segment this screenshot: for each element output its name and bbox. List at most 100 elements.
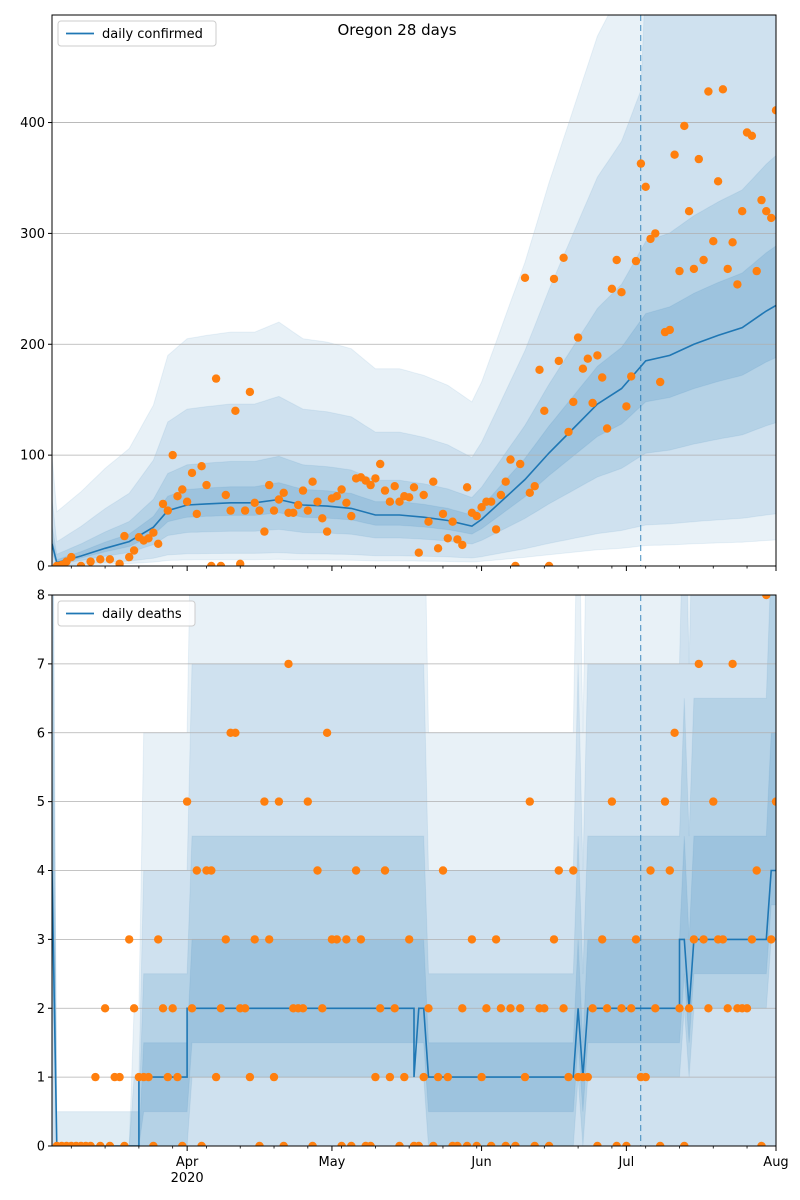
data-point: [438, 866, 448, 875]
data-point: [303, 797, 312, 806]
data-point: [443, 1072, 452, 1082]
y-tick-label: 6: [37, 726, 45, 741]
data-point: [371, 1072, 380, 1082]
data-point: [414, 548, 423, 557]
x-tick-label: May: [319, 1155, 346, 1170]
data-point: [115, 1072, 124, 1082]
data-point: [197, 462, 206, 471]
data-point: [670, 728, 679, 737]
data-point: [178, 1141, 187, 1146]
data-point: [665, 325, 674, 335]
data-point: [689, 935, 699, 944]
y-tick-label: 2: [37, 1002, 45, 1017]
data-point: [530, 1141, 539, 1146]
data-point: [767, 935, 776, 944]
data-point: [569, 866, 578, 875]
data-point: [125, 552, 134, 562]
data-point: [376, 1004, 385, 1013]
data-point: [376, 459, 385, 469]
data-point: [549, 935, 559, 944]
data-point: [216, 561, 226, 566]
data-point: [269, 1072, 279, 1082]
data-point: [303, 506, 312, 515]
data-point: [163, 506, 172, 515]
data-point: [525, 488, 534, 497]
data-point: [240, 506, 250, 515]
data-point: [777, 162, 785, 170]
y-tick-label: 3: [37, 933, 45, 948]
data-point: [782, 935, 790, 943]
series-line: [52, 304, 776, 564]
data-point: [670, 150, 679, 159]
data-point: [462, 1141, 472, 1146]
data-point: [593, 351, 602, 360]
data-point: [419, 1072, 428, 1082]
data-point: [631, 256, 641, 266]
data-point: [380, 866, 390, 875]
data-point: [216, 1004, 226, 1013]
data-point: [100, 1004, 110, 1013]
data-point: [786, 1073, 794, 1081]
data-point: [549, 274, 559, 284]
data-point: [207, 866, 216, 875]
legend: daily deaths: [57, 600, 196, 627]
data-point: [240, 1004, 250, 1013]
data-point: [487, 497, 496, 506]
data-point: [646, 866, 655, 875]
legend: daily confirmed: [57, 20, 217, 47]
data-point: [752, 266, 761, 276]
data-point: [578, 364, 588, 373]
data-point: [429, 1141, 438, 1146]
data-point: [762, 207, 771, 216]
data-point: [651, 1004, 660, 1013]
data-point: [424, 517, 433, 526]
data-point: [274, 495, 284, 504]
data-point: [472, 1141, 481, 1146]
data-point: [313, 866, 322, 875]
data-point: [414, 1141, 423, 1146]
data-point: [207, 561, 216, 566]
data-point: [723, 1004, 732, 1013]
data-point: [419, 490, 428, 500]
data-point: [356, 935, 366, 944]
data-point: [520, 273, 530, 282]
x-tick-label: Aug: [763, 1155, 788, 1170]
data-point: [260, 527, 269, 536]
data-point: [694, 659, 703, 669]
data-point: [728, 238, 737, 247]
y-tick-label: 4: [37, 864, 45, 879]
data-point: [482, 1004, 491, 1013]
data-point: [86, 1141, 95, 1146]
data-point: [231, 406, 240, 415]
data-point: [540, 406, 549, 415]
data-point: [187, 1004, 197, 1013]
data-point: [76, 561, 86, 566]
data-point: [757, 1141, 766, 1146]
data-point: [564, 1072, 573, 1082]
data-point: [308, 1141, 317, 1146]
data-point: [651, 229, 660, 238]
data-point: [178, 485, 187, 494]
data-point: [602, 1004, 612, 1013]
data-point: [680, 121, 689, 131]
data-point: [342, 498, 351, 507]
data-point: [322, 527, 332, 536]
data-point: [467, 935, 477, 944]
data-point: [593, 1141, 602, 1146]
data-point: [747, 131, 757, 140]
data-point: [704, 1004, 713, 1013]
data-point: [631, 935, 641, 944]
data-point: [704, 87, 713, 96]
data-point: [559, 253, 568, 262]
data-point: [129, 546, 139, 555]
data-point: [598, 373, 607, 382]
data-point: [627, 372, 636, 381]
data-point: [718, 935, 728, 944]
data-point: [187, 468, 197, 478]
data-point: [752, 866, 761, 875]
y-tick-label: 8: [37, 589, 45, 604]
data-point: [496, 490, 506, 500]
y-tick-label: 0: [37, 1140, 45, 1155]
data-point: [757, 195, 766, 205]
data-point: [767, 213, 776, 223]
